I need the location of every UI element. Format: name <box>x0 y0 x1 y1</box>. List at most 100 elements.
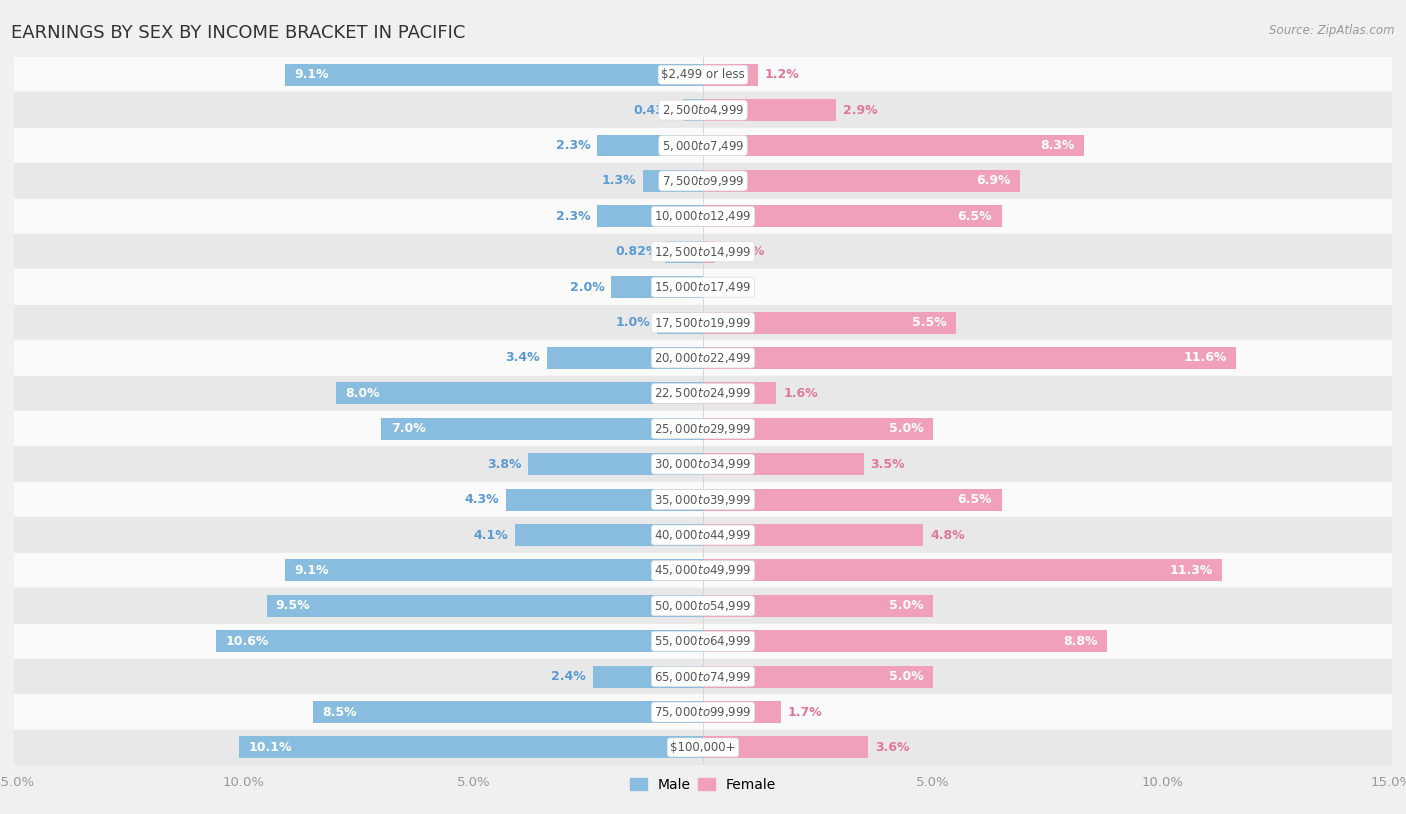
Bar <box>644 170 703 192</box>
Bar <box>14 518 1392 553</box>
Text: 8.5%: 8.5% <box>322 706 356 719</box>
Bar <box>703 134 1084 156</box>
Text: 3.6%: 3.6% <box>875 741 910 754</box>
Text: $10,000 to $12,499: $10,000 to $12,499 <box>654 209 752 223</box>
Text: $100,000+: $100,000+ <box>671 741 735 754</box>
Bar <box>14 199 1392 234</box>
Bar <box>703 559 1222 581</box>
Bar <box>506 488 703 510</box>
Text: 1.0%: 1.0% <box>616 316 650 329</box>
Text: $20,000 to $22,499: $20,000 to $22,499 <box>654 351 752 365</box>
Bar <box>336 383 703 405</box>
Text: 0.0%: 0.0% <box>710 281 745 294</box>
Text: $50,000 to $54,999: $50,000 to $54,999 <box>654 599 752 613</box>
Text: 3.8%: 3.8% <box>486 457 522 470</box>
Text: 7.0%: 7.0% <box>391 422 426 435</box>
Text: $30,000 to $34,999: $30,000 to $34,999 <box>654 457 752 471</box>
Text: 3.4%: 3.4% <box>505 352 540 365</box>
Bar <box>703 666 932 688</box>
Bar <box>14 163 1392 199</box>
Text: 4.1%: 4.1% <box>472 528 508 541</box>
Bar <box>14 553 1392 588</box>
Bar <box>703 63 758 85</box>
Bar <box>14 128 1392 163</box>
Text: 10.1%: 10.1% <box>249 741 292 754</box>
Bar <box>14 340 1392 375</box>
Bar <box>703 630 1107 652</box>
Text: 2.4%: 2.4% <box>551 670 586 683</box>
Bar <box>703 701 782 723</box>
Text: $15,000 to $17,499: $15,000 to $17,499 <box>654 280 752 294</box>
Bar <box>703 99 837 121</box>
Text: 6.5%: 6.5% <box>957 210 993 223</box>
Bar <box>14 588 1392 624</box>
Bar <box>703 241 714 263</box>
Text: 8.8%: 8.8% <box>1063 635 1098 648</box>
Bar <box>14 446 1392 482</box>
Text: $5,000 to $7,499: $5,000 to $7,499 <box>662 138 744 152</box>
Bar <box>683 99 703 121</box>
Text: 10.6%: 10.6% <box>225 635 269 648</box>
Text: 2.3%: 2.3% <box>555 210 591 223</box>
Bar <box>612 276 703 298</box>
Bar <box>14 375 1392 411</box>
Text: $12,500 to $14,999: $12,500 to $14,999 <box>654 245 752 259</box>
Text: $55,000 to $64,999: $55,000 to $64,999 <box>654 634 752 648</box>
Bar <box>703 205 1001 227</box>
Text: 2.0%: 2.0% <box>569 281 605 294</box>
Bar <box>285 63 703 85</box>
Bar <box>267 595 703 617</box>
Bar <box>703 418 932 440</box>
Text: 11.3%: 11.3% <box>1170 564 1213 577</box>
Bar <box>665 241 703 263</box>
Text: 8.3%: 8.3% <box>1040 139 1076 152</box>
Bar <box>703 524 924 546</box>
Bar <box>598 134 703 156</box>
Text: 0.82%: 0.82% <box>614 245 658 258</box>
Text: $17,500 to $19,999: $17,500 to $19,999 <box>654 316 752 330</box>
Text: 9.1%: 9.1% <box>294 68 329 81</box>
Text: 4.3%: 4.3% <box>464 493 499 506</box>
Bar <box>598 205 703 227</box>
Bar <box>312 701 703 723</box>
Text: 1.3%: 1.3% <box>602 174 637 187</box>
Bar <box>239 737 703 759</box>
Text: $75,000 to $99,999: $75,000 to $99,999 <box>654 705 752 719</box>
Text: $25,000 to $29,999: $25,000 to $29,999 <box>654 422 752 435</box>
Text: Source: ZipAtlas.com: Source: ZipAtlas.com <box>1270 24 1395 37</box>
Bar <box>14 482 1392 518</box>
Bar <box>14 730 1392 765</box>
Bar <box>593 666 703 688</box>
Text: 8.0%: 8.0% <box>344 387 380 400</box>
Text: 9.1%: 9.1% <box>294 564 329 577</box>
Text: 1.2%: 1.2% <box>765 68 800 81</box>
Text: 0.43%: 0.43% <box>633 103 676 116</box>
Text: 6.5%: 6.5% <box>957 493 993 506</box>
Text: EARNINGS BY SEX BY INCOME BRACKET IN PACIFIC: EARNINGS BY SEX BY INCOME BRACKET IN PAC… <box>11 24 465 42</box>
Text: 5.0%: 5.0% <box>889 422 924 435</box>
Text: $40,000 to $44,999: $40,000 to $44,999 <box>654 528 752 542</box>
Text: $22,500 to $24,999: $22,500 to $24,999 <box>654 387 752 400</box>
Bar <box>14 92 1392 128</box>
Bar <box>14 269 1392 304</box>
Text: 5.0%: 5.0% <box>889 670 924 683</box>
Bar <box>703 488 1001 510</box>
Bar <box>703 347 1236 369</box>
Text: $2,500 to $4,999: $2,500 to $4,999 <box>662 103 744 117</box>
Bar <box>14 234 1392 269</box>
Bar <box>703 453 863 475</box>
Text: $45,000 to $49,999: $45,000 to $49,999 <box>654 563 752 577</box>
Text: 9.5%: 9.5% <box>276 599 311 612</box>
Bar <box>14 411 1392 446</box>
Text: 2.9%: 2.9% <box>844 103 877 116</box>
Bar <box>14 304 1392 340</box>
Text: 6.9%: 6.9% <box>976 174 1011 187</box>
Bar <box>529 453 703 475</box>
Bar <box>547 347 703 369</box>
Bar <box>14 57 1392 92</box>
Bar <box>285 559 703 581</box>
Text: $2,499 or less: $2,499 or less <box>661 68 745 81</box>
Bar <box>703 170 1019 192</box>
Bar <box>14 624 1392 659</box>
Bar <box>703 737 869 759</box>
